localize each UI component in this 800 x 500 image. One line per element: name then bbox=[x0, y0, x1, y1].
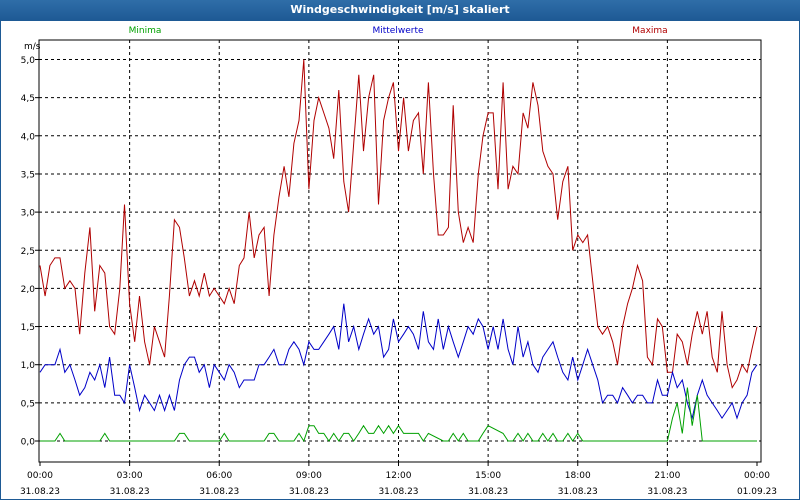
y-tick-label: 0,0 bbox=[21, 438, 36, 448]
y-axis-label: m/s bbox=[24, 42, 41, 52]
x-tick-time-label: 15:00 bbox=[475, 471, 501, 481]
x-axis: 00:00 31.08.23 03:00 31.08.23 06:00 31.08.23 0… bbox=[20, 462, 777, 497]
y-tick-label: 4,5 bbox=[21, 94, 35, 104]
legend-label-minima: Minima bbox=[129, 26, 162, 36]
x-tick-time-label: 06:00 bbox=[206, 471, 232, 481]
y-tick-label: 3,5 bbox=[21, 170, 35, 180]
y-tick-label: 1,5 bbox=[21, 323, 35, 333]
x-tick-time-label: 18:00 bbox=[565, 471, 591, 481]
series-line-mittelwerte bbox=[39, 303, 758, 421]
x-tick-time-label: 12:00 bbox=[386, 471, 412, 481]
x-tick-date-label: 31.08.23 bbox=[110, 487, 150, 497]
y-tick-label: 0,5 bbox=[21, 399, 35, 409]
x-tick-time-label: 21:00 bbox=[654, 471, 680, 481]
legend-label-mittelwerte: Mittelwerte bbox=[372, 26, 423, 36]
x-tick-date-label: 01.09.23 bbox=[737, 487, 777, 497]
plot-border bbox=[38, 39, 762, 463]
y-tick-label: 3,0 bbox=[21, 209, 36, 219]
y-axis: 0,0 0,5 1,0 1,5 2,0 2,5 3,0 3,5 4,0 4,5 5,0 bbox=[21, 56, 39, 448]
y-tick-label: 4,0 bbox=[21, 132, 36, 142]
x-tick-date-label: 31.08.23 bbox=[20, 487, 60, 497]
legend-label-maxima: Maxima bbox=[632, 26, 667, 36]
x-tick-date-label: 31.08.23 bbox=[289, 487, 329, 497]
y-tick-label: 2,5 bbox=[21, 247, 35, 257]
x-tick-date-label: 31.08.23 bbox=[468, 487, 508, 497]
y-tick-label: 2,0 bbox=[21, 285, 36, 295]
window-title: Windgeschwindigkeit [m/s] skaliert bbox=[0, 0, 800, 20]
y-tick-label: 5,0 bbox=[21, 56, 36, 66]
series-line-maxima bbox=[39, 59, 758, 389]
x-tick-time-label: 00:00 bbox=[744, 471, 770, 481]
series-lines bbox=[39, 59, 758, 443]
x-tick-time-label: 03:00 bbox=[117, 471, 143, 481]
x-tick-time-label: 09:00 bbox=[296, 471, 322, 481]
x-tick-date-label: 31.08.23 bbox=[647, 487, 687, 497]
series-line-minima bbox=[40, 387, 757, 443]
legend: Minima Mittelwerte Maxima bbox=[129, 26, 668, 36]
x-tick-date-label: 31.08.23 bbox=[378, 487, 418, 497]
x-tick-time-label: 00:00 bbox=[27, 471, 53, 481]
plot-background bbox=[39, 40, 761, 462]
grid-lines bbox=[39, 40, 761, 462]
x-tick-date-label: 31.08.23 bbox=[199, 487, 239, 497]
y-tick-label: 1,0 bbox=[21, 361, 36, 371]
x-tick-date-label: 31.08.23 bbox=[558, 487, 598, 497]
